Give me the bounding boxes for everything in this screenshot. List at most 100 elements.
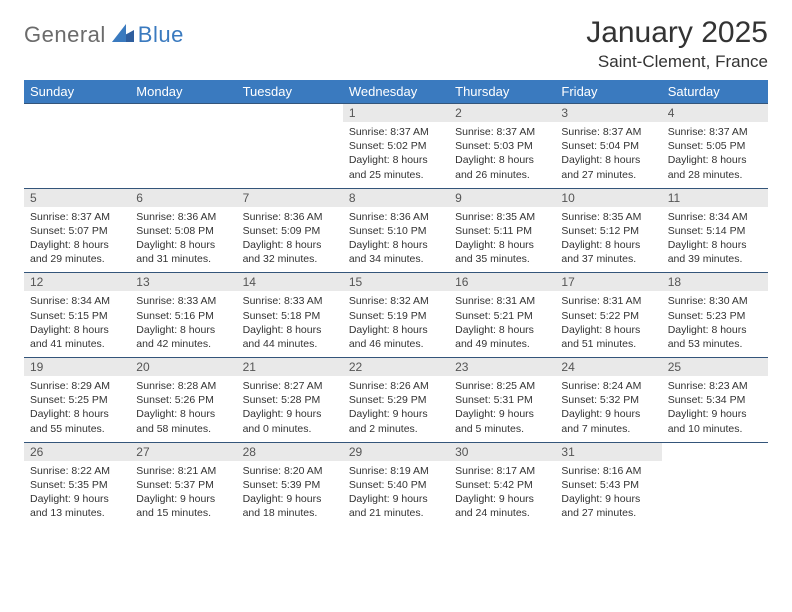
day-number-cell: 10 xyxy=(555,188,661,207)
sunset-line: Sunset: 5:03 PM xyxy=(455,139,549,153)
daylight-line-1: Daylight: 8 hours xyxy=(136,323,230,337)
daynum-row: 19202122232425 xyxy=(24,358,768,377)
daylight-line-1: Daylight: 8 hours xyxy=(668,238,762,252)
daylight-line-2: and 21 minutes. xyxy=(349,506,443,520)
sunrise-line: Sunrise: 8:36 AM xyxy=(243,210,337,224)
brand-blue: Blue xyxy=(138,22,184,48)
day-number-cell: 12 xyxy=(24,273,130,292)
daylight-line-2: and 0 minutes. xyxy=(243,422,337,436)
sunset-line: Sunset: 5:08 PM xyxy=(136,224,230,238)
day-number-cell: 30 xyxy=(449,442,555,461)
daylight-line-2: and 10 minutes. xyxy=(668,422,762,436)
daylight-line-1: Daylight: 8 hours xyxy=(561,153,655,167)
day-body-cell: Sunrise: 8:27 AMSunset: 5:28 PMDaylight:… xyxy=(237,376,343,442)
day-number-cell xyxy=(24,104,130,123)
day-number-cell: 29 xyxy=(343,442,449,461)
day-body-cell: Sunrise: 8:33 AMSunset: 5:16 PMDaylight:… xyxy=(130,291,236,357)
daylight-line-2: and 29 minutes. xyxy=(30,252,124,266)
day-body-cell: Sunrise: 8:33 AMSunset: 5:18 PMDaylight:… xyxy=(237,291,343,357)
day-body-cell: Sunrise: 8:36 AMSunset: 5:10 PMDaylight:… xyxy=(343,207,449,273)
daylight-line-2: and 51 minutes. xyxy=(561,337,655,351)
day-body-cell: Sunrise: 8:35 AMSunset: 5:12 PMDaylight:… xyxy=(555,207,661,273)
sunset-line: Sunset: 5:43 PM xyxy=(561,478,655,492)
day-number-cell: 6 xyxy=(130,188,236,207)
daylight-line-2: and 2 minutes. xyxy=(349,422,443,436)
daylight-line-1: Daylight: 8 hours xyxy=(561,238,655,252)
page-header: General Blue January 2025 Saint-Clement,… xyxy=(24,16,768,72)
daylight-line-2: and 44 minutes. xyxy=(243,337,337,351)
daylight-line-2: and 7 minutes. xyxy=(561,422,655,436)
weekday-header: Friday xyxy=(555,80,661,104)
sunrise-line: Sunrise: 8:37 AM xyxy=(561,125,655,139)
daylight-line-2: and 35 minutes. xyxy=(455,252,549,266)
day-number-cell: 31 xyxy=(555,442,661,461)
daylight-line-2: and 37 minutes. xyxy=(561,252,655,266)
daylight-line-1: Daylight: 8 hours xyxy=(349,323,443,337)
sunrise-line: Sunrise: 8:36 AM xyxy=(349,210,443,224)
day-body-cell xyxy=(24,122,130,188)
sunset-line: Sunset: 5:21 PM xyxy=(455,309,549,323)
day-number-cell: 17 xyxy=(555,273,661,292)
sunrise-line: Sunrise: 8:31 AM xyxy=(455,294,549,308)
daylight-line-2: and 18 minutes. xyxy=(243,506,337,520)
daylight-line-1: Daylight: 9 hours xyxy=(349,492,443,506)
sunrise-line: Sunrise: 8:28 AM xyxy=(136,379,230,393)
day-body-cell: Sunrise: 8:31 AMSunset: 5:21 PMDaylight:… xyxy=(449,291,555,357)
day-number-cell: 4 xyxy=(662,104,768,123)
sunrise-line: Sunrise: 8:24 AM xyxy=(561,379,655,393)
sunset-line: Sunset: 5:12 PM xyxy=(561,224,655,238)
daylight-line-2: and 25 minutes. xyxy=(349,168,443,182)
weekday-header: Tuesday xyxy=(237,80,343,104)
day-body-cell: Sunrise: 8:37 AMSunset: 5:07 PMDaylight:… xyxy=(24,207,130,273)
daylight-line-2: and 34 minutes. xyxy=(349,252,443,266)
daylight-line-2: and 5 minutes. xyxy=(455,422,549,436)
sunrise-line: Sunrise: 8:33 AM xyxy=(136,294,230,308)
daylight-line-1: Daylight: 8 hours xyxy=(136,238,230,252)
day-number-cell: 9 xyxy=(449,188,555,207)
daylight-line-2: and 55 minutes. xyxy=(30,422,124,436)
sunset-line: Sunset: 5:10 PM xyxy=(349,224,443,238)
sunrise-line: Sunrise: 8:21 AM xyxy=(136,464,230,478)
calendar-body: 1234 Sunrise: 8:37 AMSunset: 5:02 PMDayl… xyxy=(24,104,768,527)
sunset-line: Sunset: 5:39 PM xyxy=(243,478,337,492)
daynum-row: 1234 xyxy=(24,104,768,123)
day-body-cell: Sunrise: 8:22 AMSunset: 5:35 PMDaylight:… xyxy=(24,461,130,527)
sunrise-line: Sunrise: 8:30 AM xyxy=(668,294,762,308)
day-number-cell: 2 xyxy=(449,104,555,123)
day-number-cell: 14 xyxy=(237,273,343,292)
day-number-cell: 1 xyxy=(343,104,449,123)
day-body-cell: Sunrise: 8:31 AMSunset: 5:22 PMDaylight:… xyxy=(555,291,661,357)
day-body-cell: Sunrise: 8:20 AMSunset: 5:39 PMDaylight:… xyxy=(237,461,343,527)
day-body-cell: Sunrise: 8:21 AMSunset: 5:37 PMDaylight:… xyxy=(130,461,236,527)
weekday-header: Sunday xyxy=(24,80,130,104)
sunset-line: Sunset: 5:07 PM xyxy=(30,224,124,238)
daylight-line-1: Daylight: 8 hours xyxy=(243,323,337,337)
daylight-line-1: Daylight: 9 hours xyxy=(561,407,655,421)
day-body-cell: Sunrise: 8:24 AMSunset: 5:32 PMDaylight:… xyxy=(555,376,661,442)
sunrise-line: Sunrise: 8:31 AM xyxy=(561,294,655,308)
sunrise-line: Sunrise: 8:23 AM xyxy=(668,379,762,393)
day-number-cell: 7 xyxy=(237,188,343,207)
daylight-line-1: Daylight: 8 hours xyxy=(455,238,549,252)
weekday-header: Saturday xyxy=(662,80,768,104)
sunset-line: Sunset: 5:23 PM xyxy=(668,309,762,323)
daylight-line-1: Daylight: 9 hours xyxy=(561,492,655,506)
daylight-line-2: and 58 minutes. xyxy=(136,422,230,436)
day-number-cell: 5 xyxy=(24,188,130,207)
day-body-cell xyxy=(130,122,236,188)
day-number-cell: 22 xyxy=(343,358,449,377)
sunrise-line: Sunrise: 8:16 AM xyxy=(561,464,655,478)
day-body-cell: Sunrise: 8:29 AMSunset: 5:25 PMDaylight:… xyxy=(24,376,130,442)
day-number-cell: 25 xyxy=(662,358,768,377)
daylight-line-1: Daylight: 8 hours xyxy=(455,153,549,167)
daynum-row: 262728293031 xyxy=(24,442,768,461)
daylight-line-1: Daylight: 8 hours xyxy=(561,323,655,337)
day-body-cell: Sunrise: 8:36 AMSunset: 5:09 PMDaylight:… xyxy=(237,207,343,273)
day-body-cell: Sunrise: 8:37 AMSunset: 5:04 PMDaylight:… xyxy=(555,122,661,188)
sunset-line: Sunset: 5:26 PM xyxy=(136,393,230,407)
day-body-row: Sunrise: 8:37 AMSunset: 5:07 PMDaylight:… xyxy=(24,207,768,273)
sunrise-line: Sunrise: 8:37 AM xyxy=(668,125,762,139)
daylight-line-2: and 15 minutes. xyxy=(136,506,230,520)
sunset-line: Sunset: 5:15 PM xyxy=(30,309,124,323)
calendar-header-row: Sunday Monday Tuesday Wednesday Thursday… xyxy=(24,80,768,104)
